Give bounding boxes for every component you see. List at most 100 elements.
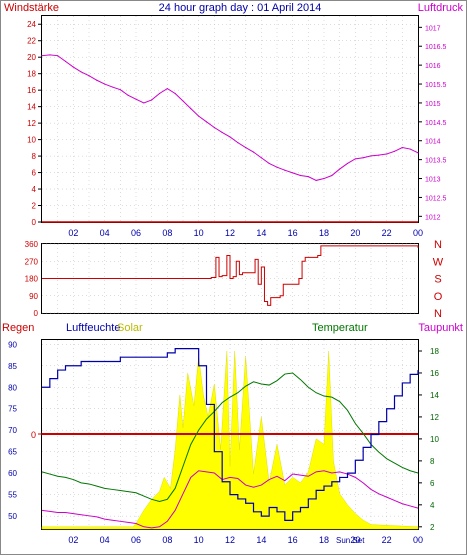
- pressure-point: [198, 115, 200, 117]
- compass-label: O: [434, 291, 443, 303]
- y-tick-label-temperature: 2: [430, 523, 435, 532]
- x-tick-label-p3: 22: [382, 535, 392, 545]
- pressure-point: [143, 102, 145, 104]
- pressure-point: [174, 92, 176, 95]
- x-tick-label-p3: 00: [413, 535, 423, 545]
- series-humidity-line: [42, 347, 419, 522]
- pressure-point: [80, 71, 82, 73]
- pressure-point: [229, 136, 231, 138]
- pressure-point: [268, 162, 270, 165]
- dewpoint-label: Taupunkt: [418, 322, 463, 334]
- pressure-point: [252, 151, 255, 153]
- y-tick-label-humidity: 60: [8, 469, 17, 478]
- y-tick-label-humidity: 75: [8, 405, 17, 414]
- y-tick-label-wind: 8: [32, 152, 37, 161]
- x-tick-label-p1: 00: [413, 228, 423, 238]
- compass-label: W: [433, 256, 444, 268]
- y-tick-label-wind: 14: [27, 103, 36, 112]
- y-tick-label-wind: 18: [27, 70, 36, 79]
- y-tick-label-pressure: 1017: [425, 25, 441, 32]
- pressure-point: [346, 162, 349, 165]
- y-tick-label-wind: 22: [27, 37, 36, 46]
- pressure-point: [88, 75, 90, 77]
- y-tick-label-pressure: 1016: [425, 63, 441, 70]
- y-tick-label-pressure: 1014: [425, 139, 441, 146]
- y-tick-label-wind: 6: [32, 169, 37, 178]
- pressure-point: [237, 142, 239, 144]
- y-tick-label-humidity: 80: [8, 383, 17, 392]
- pressure-point: [96, 79, 98, 81]
- y-tick-label-temperature: 14: [430, 391, 439, 400]
- x-tick-label-p1: 22: [382, 228, 392, 238]
- pressure-point: [127, 94, 129, 96]
- x-tick-label-p3: 12: [225, 535, 235, 545]
- x-tick-label-p1: 02: [68, 228, 78, 238]
- x-tick-label-p1: 08: [162, 228, 172, 238]
- pressure-point: [393, 150, 396, 152]
- y-tick-label-humidity: 55: [8, 491, 17, 500]
- pressure-point: [49, 54, 51, 56]
- pressure-point: [182, 100, 184, 102]
- y-tick-label-direction: 180: [25, 275, 39, 284]
- rain-zero-label: 0: [31, 430, 36, 440]
- x-tick-label-p3: 20: [350, 535, 360, 545]
- pressure-point: [292, 172, 294, 174]
- pressure-point: [190, 108, 192, 110]
- y-tick-label-humidity: 85: [8, 362, 17, 371]
- y-tick-label-humidity: 70: [8, 426, 17, 435]
- pressure-point: [111, 86, 114, 88]
- y-tick-label-pressure: 1013: [425, 177, 441, 184]
- pressure-point: [307, 176, 309, 178]
- y-tick-label-direction: 0: [34, 309, 39, 318]
- pressure-point: [401, 146, 403, 149]
- wind-speed-label: Windstärke: [4, 2, 59, 14]
- x-tick-label-p1: 16: [288, 228, 298, 238]
- y-tick-label-temperature: 8: [430, 457, 435, 466]
- y-tick-label-temperature: 18: [430, 347, 439, 356]
- x-tick-label-p1: 14: [256, 228, 266, 238]
- y-tick-label-temperature: 10: [430, 435, 439, 444]
- y-tick-label-pressure: 1015.5: [425, 82, 447, 89]
- x-tick-label-p1: 04: [100, 228, 110, 238]
- pressure-point: [339, 168, 341, 170]
- pressure-point: [119, 89, 121, 91]
- y-tick-label-pressure: 1015: [425, 101, 441, 108]
- x-tick-label-p3: 08: [162, 535, 172, 545]
- pressure-point: [362, 157, 364, 159]
- y-tick-label-direction: 360: [25, 240, 39, 249]
- x-tick-label-p1: 12: [225, 228, 235, 238]
- x-tick-label-p3: 18: [319, 535, 329, 545]
- y-tick-label-wind: 4: [32, 185, 37, 194]
- pressure-point: [331, 174, 333, 177]
- y-tick-label-pressure: 1016.5: [425, 44, 447, 51]
- temperature-label: Temperatur: [312, 322, 368, 334]
- pressure-point: [409, 148, 411, 150]
- pressure-point: [284, 169, 286, 171]
- pressure-point: [104, 83, 106, 85]
- series-solar-area: [41, 350, 419, 530]
- pressure-point: [315, 179, 317, 182]
- pressure-point: [323, 177, 325, 180]
- pressure-point: [386, 153, 388, 155]
- y-tick-label-wind: 24: [27, 20, 36, 29]
- pressure-label: Luftdruck: [418, 2, 464, 14]
- pressure-point: [354, 158, 356, 160]
- marks-layer: [38, 54, 419, 530]
- x-tick-label-p3: 04: [100, 535, 110, 545]
- pressure-point: [57, 55, 59, 57]
- y-tick-label-direction: 270: [25, 257, 39, 266]
- pressure-point: [41, 55, 43, 57]
- pressure-point: [417, 152, 419, 154]
- pressure-point: [260, 157, 262, 159]
- compass-label: N: [434, 239, 442, 251]
- y-tick-label-direction: 90: [29, 292, 38, 301]
- y-tick-label-humidity: 90: [8, 340, 17, 349]
- y-tick-label-temperature: 6: [430, 479, 435, 488]
- y-tick-label-pressure: 1012.5: [425, 195, 447, 202]
- compass-label: S: [434, 274, 441, 286]
- pressure-point: [213, 126, 215, 129]
- x-tick-label-p1: 18: [319, 228, 329, 238]
- y-tick-label-pressure: 1014.5: [425, 120, 447, 127]
